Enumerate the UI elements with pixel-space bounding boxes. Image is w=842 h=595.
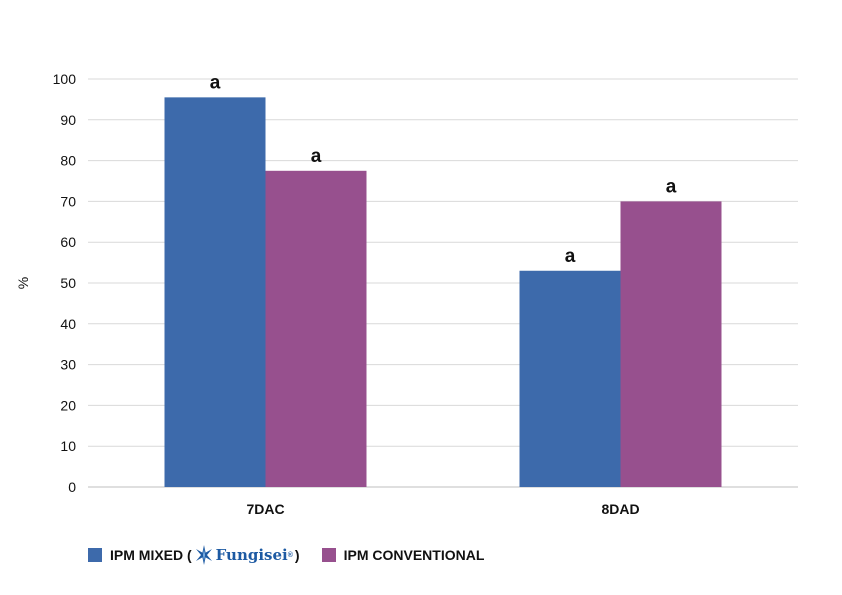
legend-label-ipm-mixed-suffix: ) — [294, 547, 300, 563]
y-tick-label: 60 — [60, 234, 76, 250]
y-tick-label: 30 — [60, 357, 76, 373]
logo-registered-mark: ® — [287, 551, 293, 559]
star-burst-icon — [195, 545, 212, 565]
legend: IPM MIXED ( Fungisei ® ) IPM CONVENTIONA… — [88, 545, 506, 565]
y-tick-label: 50 — [60, 275, 76, 291]
x-tick-labels: 7DAC 8DAD — [246, 501, 639, 517]
x-tick-label: 7DAC — [246, 501, 284, 517]
y-tick-label: 0 — [68, 479, 76, 495]
legend-label-ipm-mixed: IPM MIXED ( — [110, 547, 192, 563]
y-tick-label: 20 — [60, 397, 76, 413]
y-tick-label: 80 — [60, 153, 76, 169]
fungisei-logo: Fungisei ® — [194, 545, 293, 565]
bar-ipm-mixed-7dac — [164, 97, 266, 488]
legend-label-ipm-conventional: IPM CONVENTIONAL — [343, 547, 485, 563]
significance-label: a — [210, 72, 221, 93]
y-tick-label: 10 — [60, 438, 76, 454]
bar-ipm-conventional-8dad — [620, 201, 722, 487]
bars — [164, 97, 722, 488]
logo-wordmark: Fungisei — [215, 546, 288, 564]
significance-label: a — [311, 146, 322, 167]
y-tick-label: 40 — [60, 316, 76, 332]
legend-swatch-ipm-mixed — [88, 548, 102, 562]
significance-labels: a a a a — [210, 72, 677, 266]
y-tick-label: 90 — [60, 112, 76, 128]
legend-swatch-ipm-conventional — [321, 548, 336, 562]
y-axis-title: % — [15, 277, 31, 289]
y-tick-labels: 0 10 20 30 40 50 60 70 80 90 100 — [53, 71, 77, 495]
legend-item-ipm-conventional: IPM CONVENTIONAL — [321, 547, 485, 563]
y-tick-label: 70 — [60, 193, 76, 209]
bar-ipm-conventional-7dac — [265, 170, 367, 488]
y-tick-label: 100 — [53, 71, 77, 87]
significance-label: a — [565, 246, 576, 267]
legend-item-ipm-mixed: IPM MIXED ( Fungisei ® ) — [88, 545, 300, 565]
x-tick-label: 8DAD — [601, 501, 639, 517]
significance-label: a — [666, 176, 677, 197]
bar-ipm-mixed-8dad — [519, 270, 621, 487]
